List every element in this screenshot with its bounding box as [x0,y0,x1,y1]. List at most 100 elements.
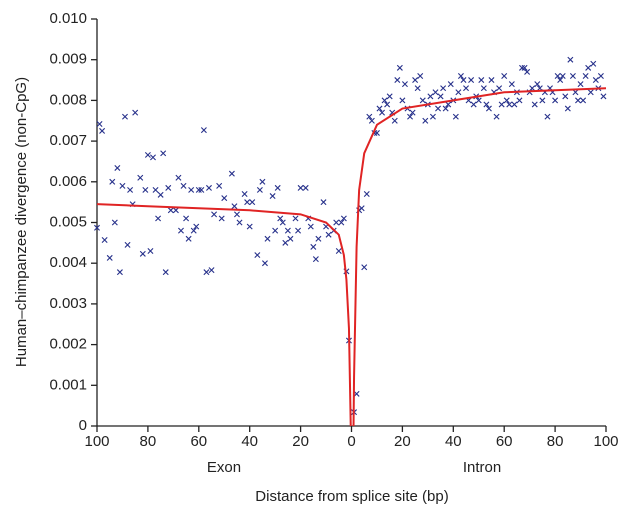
scatter-point [437,93,444,100]
scatter-point [320,199,327,206]
scatter-point [246,223,253,230]
scatter-point [358,205,365,212]
scatter-point [152,186,159,193]
scatter-point [427,93,434,100]
scatter-point [198,186,205,193]
scatter-point [183,215,190,222]
scatter-point [167,207,174,214]
scatter-point [391,117,398,124]
scatter-point [531,101,538,108]
scatter-point [233,211,240,218]
scatter-point [325,231,332,238]
x-tick-label: 80 [547,433,564,450]
scatter-point [190,227,197,234]
scatter-point [297,184,304,191]
y-tick-label: 0.009 [49,51,87,68]
scatter-point [335,248,342,254]
scatter-point [284,227,291,234]
y-tick-label: 0.006 [49,173,87,190]
y-tick-label: 0.004 [49,254,87,271]
scatter-point [147,248,154,254]
scatter-point [409,109,416,116]
scatter-point [394,77,401,84]
scatter-point [501,72,508,79]
scatter-point [447,81,454,88]
scatter-point [592,77,599,84]
y-tick-label: 0.001 [49,376,87,393]
scatter-point [468,77,475,84]
x-axis-label: Distance from splice site (bp) [255,488,448,505]
scatter-point [460,77,467,84]
scatter-point [554,72,561,79]
scatter-point [419,97,426,104]
scatter-point [137,174,144,181]
scatter-point [261,260,268,267]
scatter-point [287,235,294,242]
x-tick-label: 80 [140,433,157,450]
scatter-point [496,85,503,92]
scatter-point [216,182,223,189]
scatter-point [529,85,536,92]
scatter-point [457,72,464,79]
scatter-point [445,101,452,108]
scatter-point [315,235,322,242]
scatter-point [580,97,587,104]
scatter-point [480,85,487,92]
y-tick-label: 0.002 [49,336,87,353]
scatter-point [155,215,162,222]
scatter-point [557,77,564,84]
scatter-point [521,64,528,71]
scatter-point [188,186,195,193]
scatter-point [516,97,523,104]
x-tick-label: 20 [292,433,309,450]
scatter-point [264,235,271,242]
scatter-point [193,223,200,230]
scatter-point [422,117,429,124]
scatter-point [205,184,212,191]
scatter-point [442,105,449,112]
scatter-point [111,219,118,226]
scatter-point [144,151,151,158]
scatter-point [539,97,546,104]
scatter-point [185,235,192,242]
y-tick-label: 0.008 [49,91,87,108]
y-tick-label: 0.007 [49,132,87,149]
scatter-point [127,186,134,193]
scatter-point [600,93,607,100]
scatter-point [452,113,459,120]
scatter-point [475,97,482,104]
scatter-point [195,186,202,193]
scatter-point [310,243,317,250]
scatter-point [511,101,518,108]
scatter-point [333,219,340,226]
x-tick-label: 0 [347,433,355,450]
scatter-point [435,105,442,112]
scatter-point [203,269,210,276]
scatter-point [119,182,126,189]
scatter-point [172,207,179,214]
scatter-point [101,237,108,243]
scatter-point [399,97,406,104]
scatter-point [109,178,116,185]
scatter-point [478,77,485,84]
scatter-point [116,269,123,276]
scatter-point [493,113,500,120]
x-tick-label: 60 [190,433,207,450]
scatter-point [157,191,164,198]
scatter-point [177,227,184,234]
scatter-point [208,267,215,274]
scatter-point [506,101,513,108]
scatter-point [272,227,279,234]
scatter-point [386,93,393,100]
x-tick-label: 40 [445,433,462,450]
scatter-point [175,174,182,181]
scatter-point [432,89,439,96]
scatter-point [302,184,309,191]
y-tick-label: 0.005 [49,213,87,230]
scatter-point [228,170,235,177]
scatter-point [384,101,391,108]
scatter-point [519,64,526,71]
scatter-point [503,97,510,104]
scatter-point [259,178,266,185]
scatter-point [96,121,103,127]
